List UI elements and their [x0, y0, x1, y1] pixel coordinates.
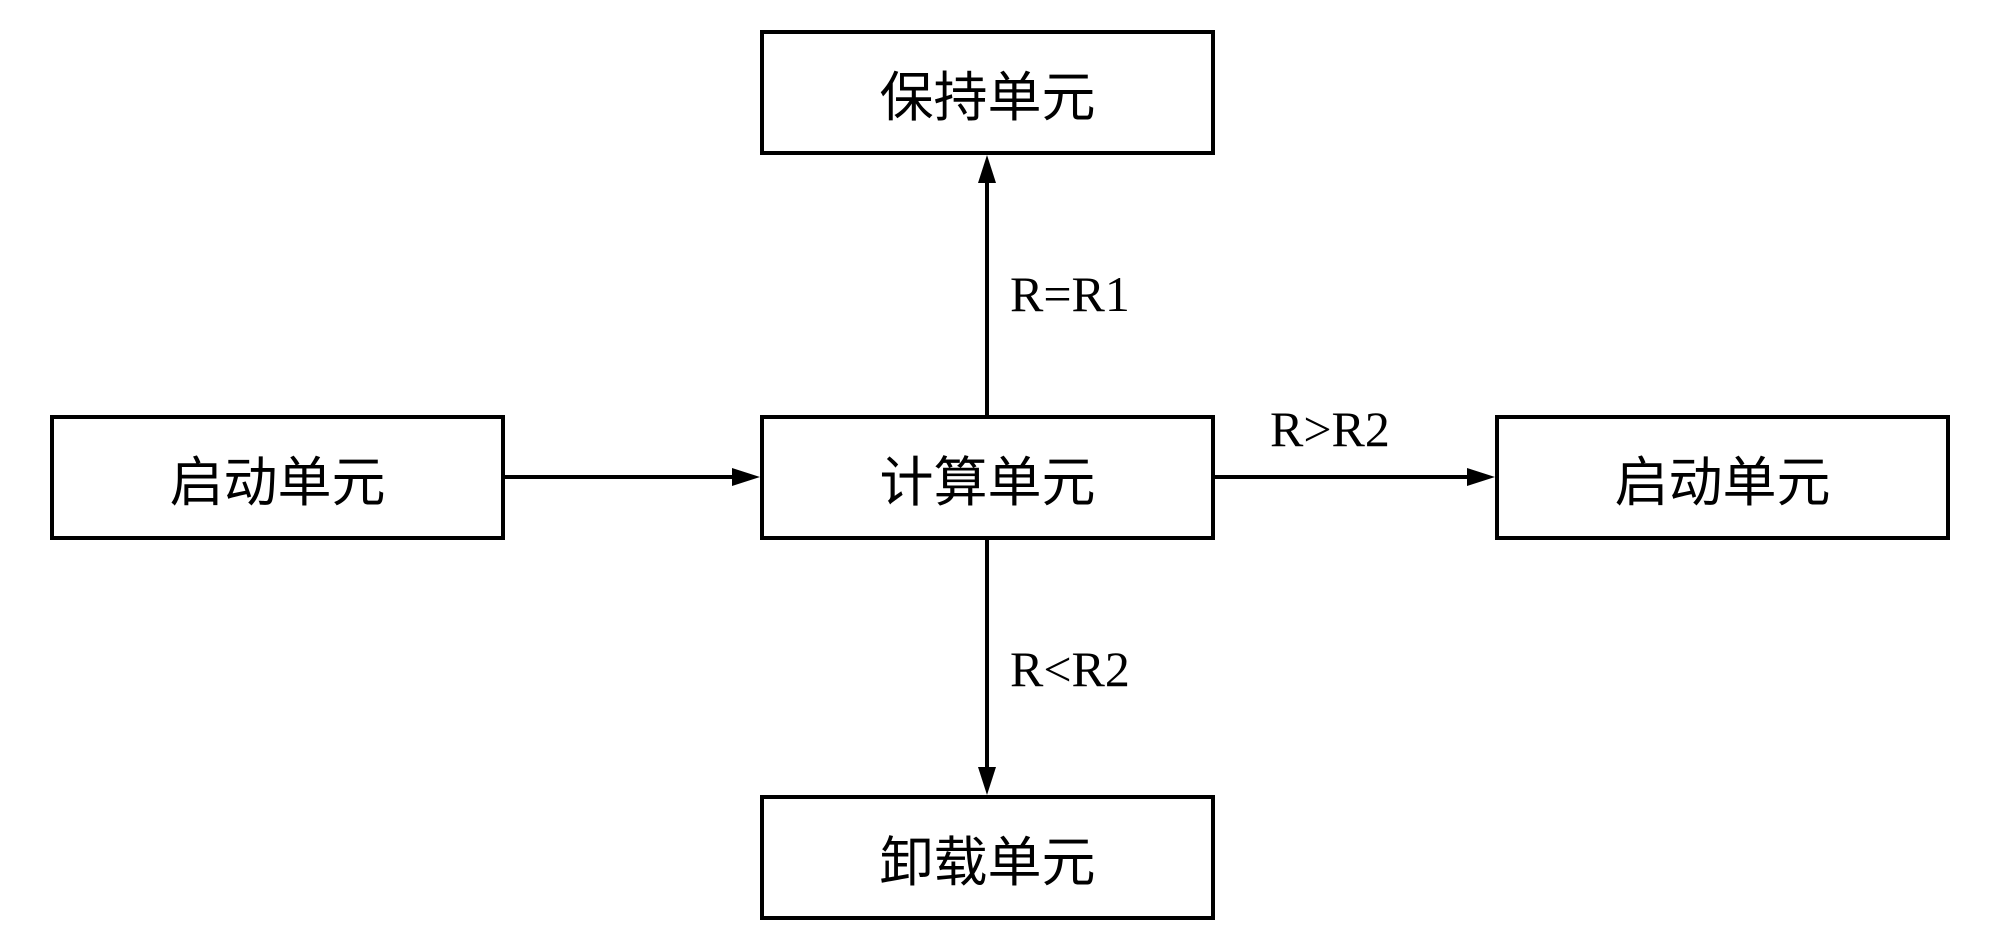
- node-start-unit-left-label: 启动单元: [170, 438, 386, 517]
- node-start-unit-left: 启动单元: [50, 415, 505, 540]
- edge-label-r-gt-r2: R>R2: [1270, 400, 1390, 458]
- edge-center-to-bottom: [957, 510, 1017, 825]
- node-compute-unit-label: 计算单元: [880, 438, 1096, 517]
- node-hold-unit-label: 保持单元: [880, 53, 1096, 132]
- edge-left-to-center: [475, 447, 790, 507]
- node-start-unit-right-label: 启动单元: [1615, 438, 1831, 517]
- node-start-unit-right: 启动单元: [1495, 415, 1950, 540]
- edge-label-r-eq-r1: R=R1: [1010, 265, 1130, 323]
- node-unload-unit-label: 卸载单元: [880, 818, 1096, 897]
- edge-label-r-lt-r2: R<R2: [1010, 640, 1130, 698]
- edge-center-to-top: [957, 125, 1017, 445]
